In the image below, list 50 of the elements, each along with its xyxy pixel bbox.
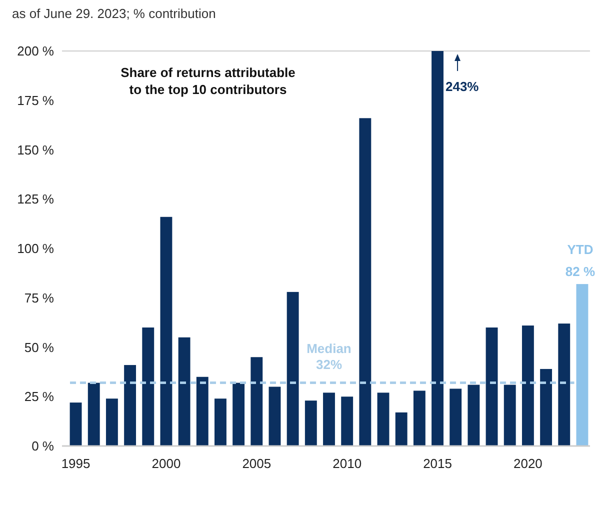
y-tick-label: 200 % xyxy=(17,44,54,59)
bar xyxy=(214,398,226,446)
x-tick-label: 2010 xyxy=(332,456,362,471)
y-tick-label: 150 % xyxy=(17,142,54,158)
bar xyxy=(304,400,317,446)
bar xyxy=(468,384,480,446)
bar xyxy=(413,390,426,446)
bar xyxy=(268,386,281,446)
y-tick-label: 175 % xyxy=(17,92,54,108)
bar xyxy=(196,376,208,446)
annotation: YTD xyxy=(567,242,594,258)
y-tick-label: 0 % xyxy=(32,438,54,454)
data-label: 82 % xyxy=(565,264,596,280)
bar xyxy=(522,326,534,446)
bar xyxy=(540,368,552,446)
bar xyxy=(286,292,299,446)
y-tick-label: 25 % xyxy=(24,389,54,404)
y-tick-label: 100 % xyxy=(17,241,54,256)
bar xyxy=(178,337,190,446)
bar xyxy=(359,118,372,446)
bar xyxy=(486,328,498,446)
y-tick-label: 125 % xyxy=(17,192,54,207)
ref-line-label: Median 32% xyxy=(306,340,352,372)
bar xyxy=(160,216,172,446)
bar xyxy=(576,284,588,446)
x-tick-label: 2005 xyxy=(242,456,272,471)
chart-subtitle: as of June 29. 2023; % contribution xyxy=(12,6,216,21)
bar xyxy=(341,396,354,446)
bar xyxy=(377,392,390,446)
text: Share of returns attributable to the top 10 contributors xyxy=(120,65,296,97)
x-tick-label: 2000 xyxy=(152,456,181,471)
y-tick-label: 50 % xyxy=(24,340,54,355)
bar xyxy=(558,324,570,446)
bar xyxy=(250,357,263,446)
bar xyxy=(504,384,516,446)
x-tick-label: 2020 xyxy=(514,456,542,471)
y-tick-label: 75 % xyxy=(24,290,54,306)
bar xyxy=(395,412,408,446)
x-tick-label: 1995 xyxy=(61,456,90,471)
bar xyxy=(323,392,335,446)
bar xyxy=(142,328,154,446)
bar xyxy=(88,382,100,446)
bar xyxy=(450,388,462,446)
bar xyxy=(432,51,444,446)
bar xyxy=(70,402,82,446)
bar xyxy=(232,382,245,446)
x-tick-label: 2015 xyxy=(423,456,452,471)
annotation: 243% xyxy=(445,79,480,94)
bar xyxy=(124,365,136,446)
bar xyxy=(106,398,118,446)
